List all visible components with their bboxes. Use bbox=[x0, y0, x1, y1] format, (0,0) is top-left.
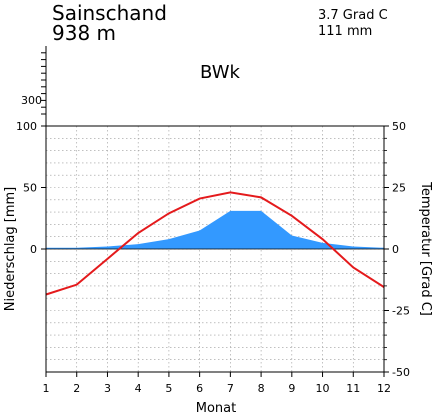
left-tick-label: 0 bbox=[30, 243, 37, 256]
x-tick-label: 10 bbox=[316, 382, 330, 395]
station-name: Sainschand bbox=[52, 1, 167, 25]
x-tick-label: 8 bbox=[258, 382, 265, 395]
upper-tick-label: 300 bbox=[21, 94, 42, 107]
annual-temperature: 3.7 Grad C bbox=[318, 8, 388, 23]
x-axis-title: Monat bbox=[196, 401, 236, 416]
right-tick-label: 50 bbox=[392, 120, 406, 133]
right-tick-label: 0 bbox=[392, 243, 399, 256]
right-axis-ticks: -50 -25 0 25 50 bbox=[384, 120, 410, 379]
left-axis-title: Niederschlag [mm] bbox=[3, 187, 18, 312]
x-tick-label: 9 bbox=[288, 382, 295, 395]
x-tick-label: 7 bbox=[227, 382, 234, 395]
x-tick-label: 6 bbox=[196, 382, 203, 395]
x-tick-label: 1 bbox=[43, 382, 50, 395]
annual-precipitation: 111 mm bbox=[318, 24, 372, 39]
chart-series bbox=[45, 191, 385, 296]
x-tick-label: 4 bbox=[135, 382, 142, 395]
x-tick-label: 2 bbox=[73, 382, 80, 395]
climate-class: BWk bbox=[200, 62, 241, 83]
right-tick-label: -25 bbox=[392, 305, 410, 318]
right-tick-label: 25 bbox=[392, 182, 406, 195]
left-axis-ticks: 0 50 100 bbox=[16, 120, 46, 256]
precipitation-area bbox=[46, 210, 384, 249]
chart-grid bbox=[46, 126, 384, 372]
x-tick-label: 3 bbox=[104, 382, 111, 395]
x-tick-label: 11 bbox=[346, 382, 360, 395]
temperature-line bbox=[45, 191, 385, 296]
x-tick-label: 12 bbox=[377, 382, 391, 395]
x-axis-ticks: 1 2 3 4 5 6 7 8 9 10 11 12 bbox=[43, 372, 391, 395]
left-tick-label: 50 bbox=[23, 182, 37, 195]
station-elevation: 938 m bbox=[52, 21, 116, 45]
x-tick-label: 5 bbox=[165, 382, 172, 395]
left-tick-label: 100 bbox=[16, 120, 37, 133]
upper-precipitation-scale: 300 bbox=[21, 46, 47, 126]
right-tick-label: -50 bbox=[392, 366, 410, 379]
right-axis-title: Temperatur [Grad C] bbox=[418, 181, 433, 316]
